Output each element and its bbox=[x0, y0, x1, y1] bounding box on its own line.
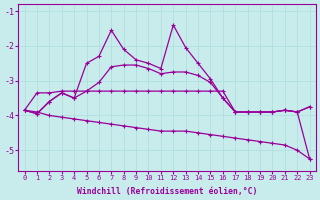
X-axis label: Windchill (Refroidissement éolien,°C): Windchill (Refroidissement éolien,°C) bbox=[77, 187, 257, 196]
